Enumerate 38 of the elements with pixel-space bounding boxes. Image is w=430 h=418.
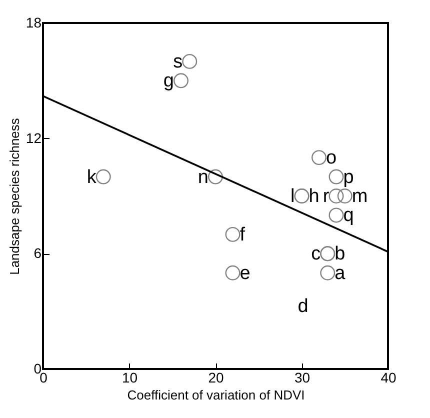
data-label: k bbox=[86, 166, 97, 188]
annotation: d bbox=[298, 296, 308, 317]
point bbox=[320, 265, 336, 280]
point bbox=[328, 169, 344, 184]
data-label: q bbox=[343, 205, 354, 226]
data-label: e bbox=[240, 262, 250, 284]
y-tick-label: 18 bbox=[26, 14, 42, 30]
data-label: h bbox=[308, 186, 320, 207]
point bbox=[337, 188, 352, 204]
data-label: c bbox=[311, 244, 321, 265]
y-tick-label: 12 bbox=[26, 130, 42, 146]
data-label: p bbox=[343, 166, 354, 188]
data-label: s bbox=[173, 51, 183, 72]
data-label: a bbox=[334, 262, 346, 284]
data-label: m bbox=[352, 186, 368, 207]
x-axis-title: Coefficient of variation of NDVI bbox=[127, 388, 305, 402]
point bbox=[174, 73, 188, 88]
point bbox=[225, 265, 240, 280]
point bbox=[182, 54, 198, 69]
x-tick-label: 40 bbox=[380, 370, 396, 386]
data-label: f bbox=[240, 224, 246, 246]
data-label: b bbox=[334, 244, 346, 265]
x-tick-label: 30 bbox=[294, 370, 310, 386]
y-axis-title: Landsape species richness bbox=[6, 118, 22, 275]
x-tick-label: 10 bbox=[122, 370, 138, 386]
point bbox=[312, 150, 326, 166]
data-label: r bbox=[322, 186, 330, 207]
data-label: g bbox=[163, 70, 174, 92]
point bbox=[328, 188, 344, 204]
data-label: n bbox=[198, 166, 208, 188]
data-label: l bbox=[290, 186, 295, 207]
y-tick-label: 6 bbox=[34, 245, 42, 262]
point bbox=[208, 169, 223, 184]
point bbox=[225, 226, 240, 242]
data-label: o bbox=[326, 148, 337, 169]
point bbox=[96, 169, 111, 184]
x-tick-label: 20 bbox=[208, 370, 224, 386]
point bbox=[328, 208, 344, 223]
